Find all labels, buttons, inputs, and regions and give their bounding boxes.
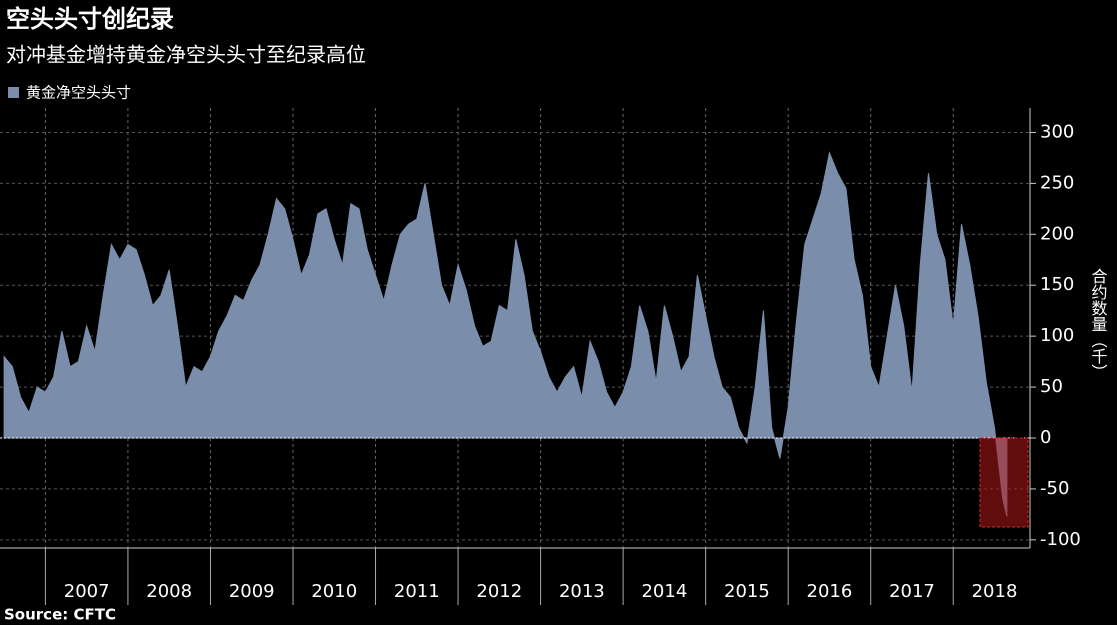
y-tick-label: 50 <box>1040 376 1063 397</box>
y-axis-title: 合约数量（千） <box>1089 268 1108 380</box>
x-tick-label: 2013 <box>559 581 605 602</box>
x-tick-label: 2009 <box>229 581 275 602</box>
chart-title: 空头头寸创纪录 <box>6 5 174 33</box>
x-tick-label: 2018 <box>972 581 1018 602</box>
y-tick-label: 100 <box>1040 325 1074 346</box>
x-tick-label: 2015 <box>724 581 770 602</box>
x-tick-label: 2017 <box>889 581 935 602</box>
x-tick-label: 2014 <box>641 581 687 602</box>
x-tick-label: 2008 <box>146 581 192 602</box>
source: Source: CFTC <box>4 606 116 624</box>
x-tick-label: 2016 <box>807 581 853 602</box>
legend-swatch <box>8 87 19 98</box>
x-tick-label: 2012 <box>476 581 522 602</box>
legend-label: 黄金净空头头寸 <box>26 84 131 102</box>
y-tick-label: -50 <box>1040 478 1069 499</box>
y-tick-label: 300 <box>1040 121 1074 142</box>
chart-subtitle: 对冲基金增持黄金净空头头寸至纪录高位 <box>6 43 366 67</box>
y-tick-label: 250 <box>1040 172 1074 193</box>
area <box>3 151 1008 517</box>
plot: 300 250 200 150 100 50 0 -50 -100 2007 2008 2009 201… <box>0 108 1081 605</box>
y-tick-label: 0 <box>1040 427 1051 448</box>
highlight-box <box>979 437 1029 528</box>
x-tick-label: 2010 <box>311 581 357 602</box>
x-tick-label: 2007 <box>64 581 110 602</box>
y-tick-label: 150 <box>1040 274 1074 295</box>
x-tick-label: 2011 <box>394 581 440 602</box>
y-tick-label: -100 <box>1040 529 1081 550</box>
y-tick-label: 200 <box>1040 223 1074 244</box>
